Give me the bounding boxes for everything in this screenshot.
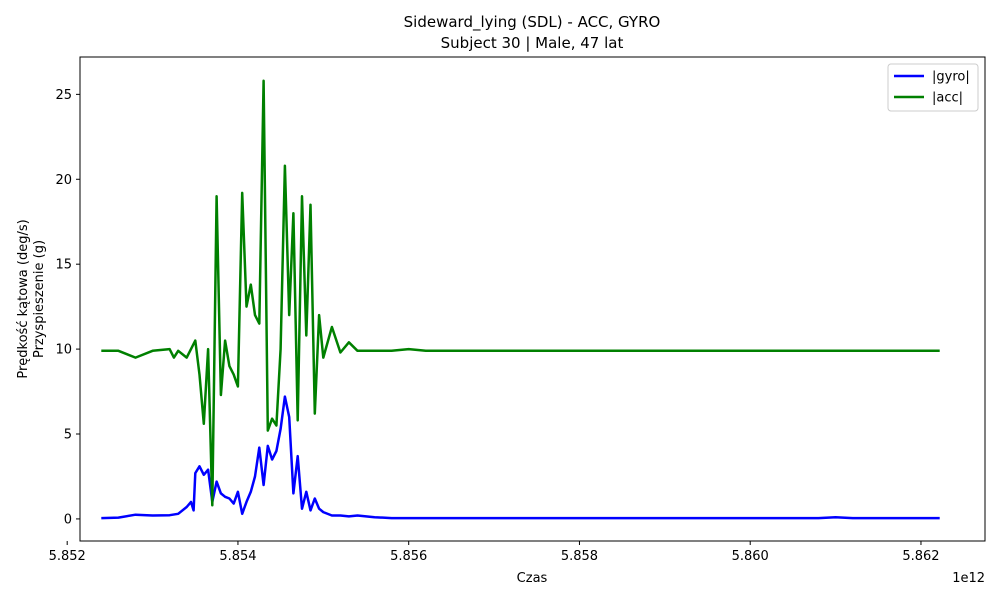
series-line-acc (101, 79, 940, 507)
x-axis-label: Czas (517, 571, 548, 586)
x-tick-label: 5.854 (219, 549, 256, 564)
x-tick-label: 5.856 (390, 549, 427, 564)
y-tick-label: 20 (55, 173, 72, 188)
y-axis-label-line2: Przyspieszenie (g) (32, 240, 47, 358)
y-tick-label: 5 (64, 428, 72, 443)
x-offset-label: 1e12 (952, 571, 985, 586)
y-tick-label: 0 (64, 512, 72, 527)
plot-frame (79, 56, 986, 542)
y-tick-label: 10 (55, 343, 72, 358)
y-tick-label: 25 (55, 88, 72, 103)
x-axis: 5.852 5.854 5.856 5.858 5.860 5.862 (49, 541, 940, 564)
x-tick-label: 5.858 (561, 549, 598, 564)
x-tick-label: 5.852 (49, 549, 86, 564)
series-layer (101, 79, 940, 520)
series-line-gyro (101, 395, 940, 520)
legend: |gyro| |acc| (887, 63, 979, 112)
y-axis-label-line1: Prędkość kątowa (deg/s) (16, 219, 31, 378)
legend-label-acc: |acc| (932, 91, 963, 106)
legend-label-gyro: |gyro| (932, 70, 970, 85)
x-tick-label: 5.862 (902, 549, 939, 564)
y-tick-label: 15 (55, 258, 72, 273)
y-axis: 0 5 10 15 20 25 (55, 88, 80, 527)
x-tick-label: 5.860 (732, 549, 769, 564)
chart-subtitle: Subject 30 | Male, 47 lat (441, 34, 624, 52)
chart-title: Sideward_lying (SDL) - ACC, GYRO (404, 13, 661, 32)
